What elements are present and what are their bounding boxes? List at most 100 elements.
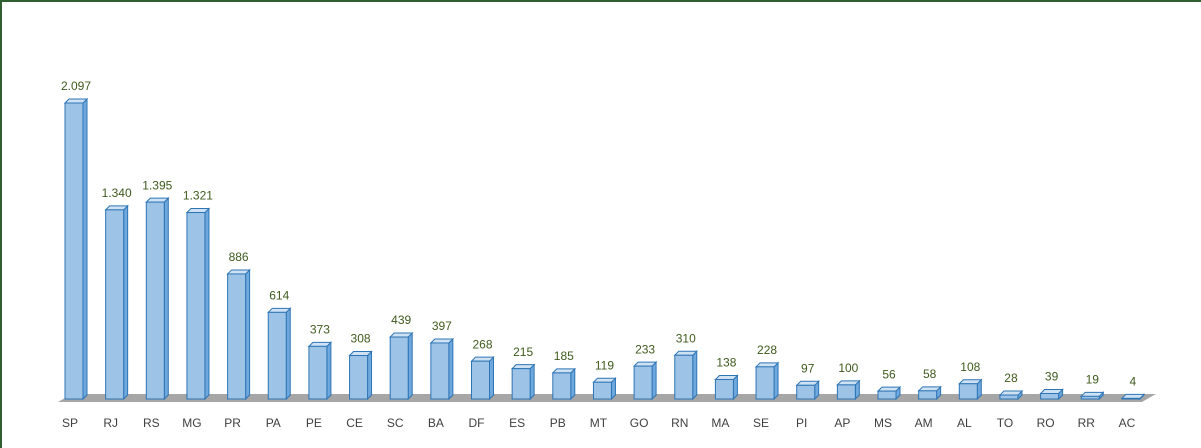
data-label: 1.395: [142, 178, 172, 192]
x-tick-label: RO: [1037, 416, 1055, 430]
x-tick-label: SP: [62, 416, 78, 430]
x-tick-label: ES: [509, 416, 525, 430]
bar: [389, 336, 409, 400]
x-tick-label: MT: [590, 416, 608, 430]
data-label: 97: [801, 361, 815, 375]
bar-top: [917, 386, 942, 392]
bar-side: [692, 350, 698, 401]
bar-top: [795, 380, 820, 386]
bar-top: [714, 375, 739, 381]
data-label: 215: [513, 345, 533, 359]
x-tick-label: AM: [915, 416, 933, 430]
bar-top: [388, 332, 414, 338]
bar: [633, 365, 653, 400]
bar: [1121, 397, 1141, 400]
bar-top: [998, 390, 1024, 396]
bar: [755, 366, 775, 400]
bar-top: [429, 338, 455, 344]
bar: [267, 311, 287, 400]
bar: [796, 384, 816, 400]
x-tick-label: AL: [957, 416, 972, 430]
bar: [714, 379, 734, 400]
bar: [471, 360, 490, 400]
bar-side: [651, 360, 657, 401]
x-tick-label: MA: [711, 416, 729, 430]
bar: [1040, 392, 1060, 400]
bar-top: [348, 351, 373, 357]
data-label: 39: [1045, 370, 1059, 384]
bar: [105, 209, 125, 400]
x-tick-label: AP: [834, 416, 850, 430]
bar-side: [448, 337, 454, 401]
x-tick-label: TO: [997, 416, 1013, 430]
data-label: 19: [1086, 372, 1100, 386]
data-label: 108: [960, 360, 980, 374]
bar-side: [326, 341, 332, 401]
bar: [511, 368, 531, 400]
bar-top: [1039, 388, 1064, 394]
bar-top: [185, 208, 211, 214]
bar-top: [592, 377, 617, 383]
data-label: 308: [351, 332, 371, 346]
data-label: 100: [838, 361, 858, 375]
bar-top: [145, 197, 170, 203]
x-tick-label: MG: [182, 416, 201, 430]
bar-side: [529, 363, 535, 401]
data-label: 58: [923, 367, 937, 381]
data-label: 228: [757, 343, 777, 357]
data-label: 397: [432, 319, 452, 333]
data-label: 56: [882, 367, 896, 381]
data-label: 138: [716, 356, 736, 370]
bar-top: [307, 341, 333, 347]
bar-top: [754, 362, 780, 368]
bar-side: [570, 367, 576, 401]
bar: [349, 355, 369, 400]
bar: [918, 390, 938, 400]
bar: [592, 381, 612, 400]
data-label: 1.321: [183, 189, 213, 203]
x-tick-label: RJ: [103, 416, 118, 430]
bar: [999, 394, 1019, 400]
x-tick-label: PE: [306, 416, 322, 430]
x-tick-label: RR: [1078, 416, 1096, 430]
x-tick-label: BA: [428, 416, 444, 430]
data-label: 119: [595, 358, 614, 372]
data-label: 233: [635, 342, 655, 356]
bar-top: [63, 98, 89, 104]
bar-side: [245, 268, 251, 401]
x-tick-label: DF: [469, 416, 485, 430]
data-label: 439: [391, 313, 411, 327]
data-label: 268: [472, 337, 492, 351]
data-label: 614: [269, 289, 289, 303]
bar-side: [82, 97, 88, 401]
x-tick-label: PB: [550, 416, 566, 430]
x-tick-label: PI: [796, 416, 807, 430]
x-tick-label: RS: [143, 416, 160, 430]
bar-top: [673, 350, 698, 356]
bar: [1080, 395, 1100, 400]
bar-side: [204, 207, 210, 401]
x-tick-label: GO: [630, 416, 649, 430]
bar-top: [1120, 393, 1146, 399]
x-tick-label: PA: [266, 416, 281, 430]
x-tick-label: RN: [671, 416, 688, 430]
bar-top: [1080, 391, 1105, 397]
bar-side: [367, 350, 373, 401]
bar-top: [632, 361, 658, 367]
bar-top: [876, 386, 902, 392]
x-tick-label: AC: [1119, 416, 1136, 430]
x-tick-label: PR: [224, 416, 241, 430]
bar-top: [226, 269, 251, 275]
bar-top: [836, 380, 861, 386]
x-tick-label: SE: [753, 416, 769, 430]
data-label: 1.340: [102, 186, 132, 200]
bar-top: [267, 307, 292, 313]
bar: [308, 345, 328, 400]
bar-side: [489, 355, 494, 401]
data-label: 185: [554, 349, 574, 363]
x-tick-label: CE: [346, 416, 363, 430]
bar: [552, 372, 572, 400]
x-tick-label: SC: [387, 416, 404, 430]
